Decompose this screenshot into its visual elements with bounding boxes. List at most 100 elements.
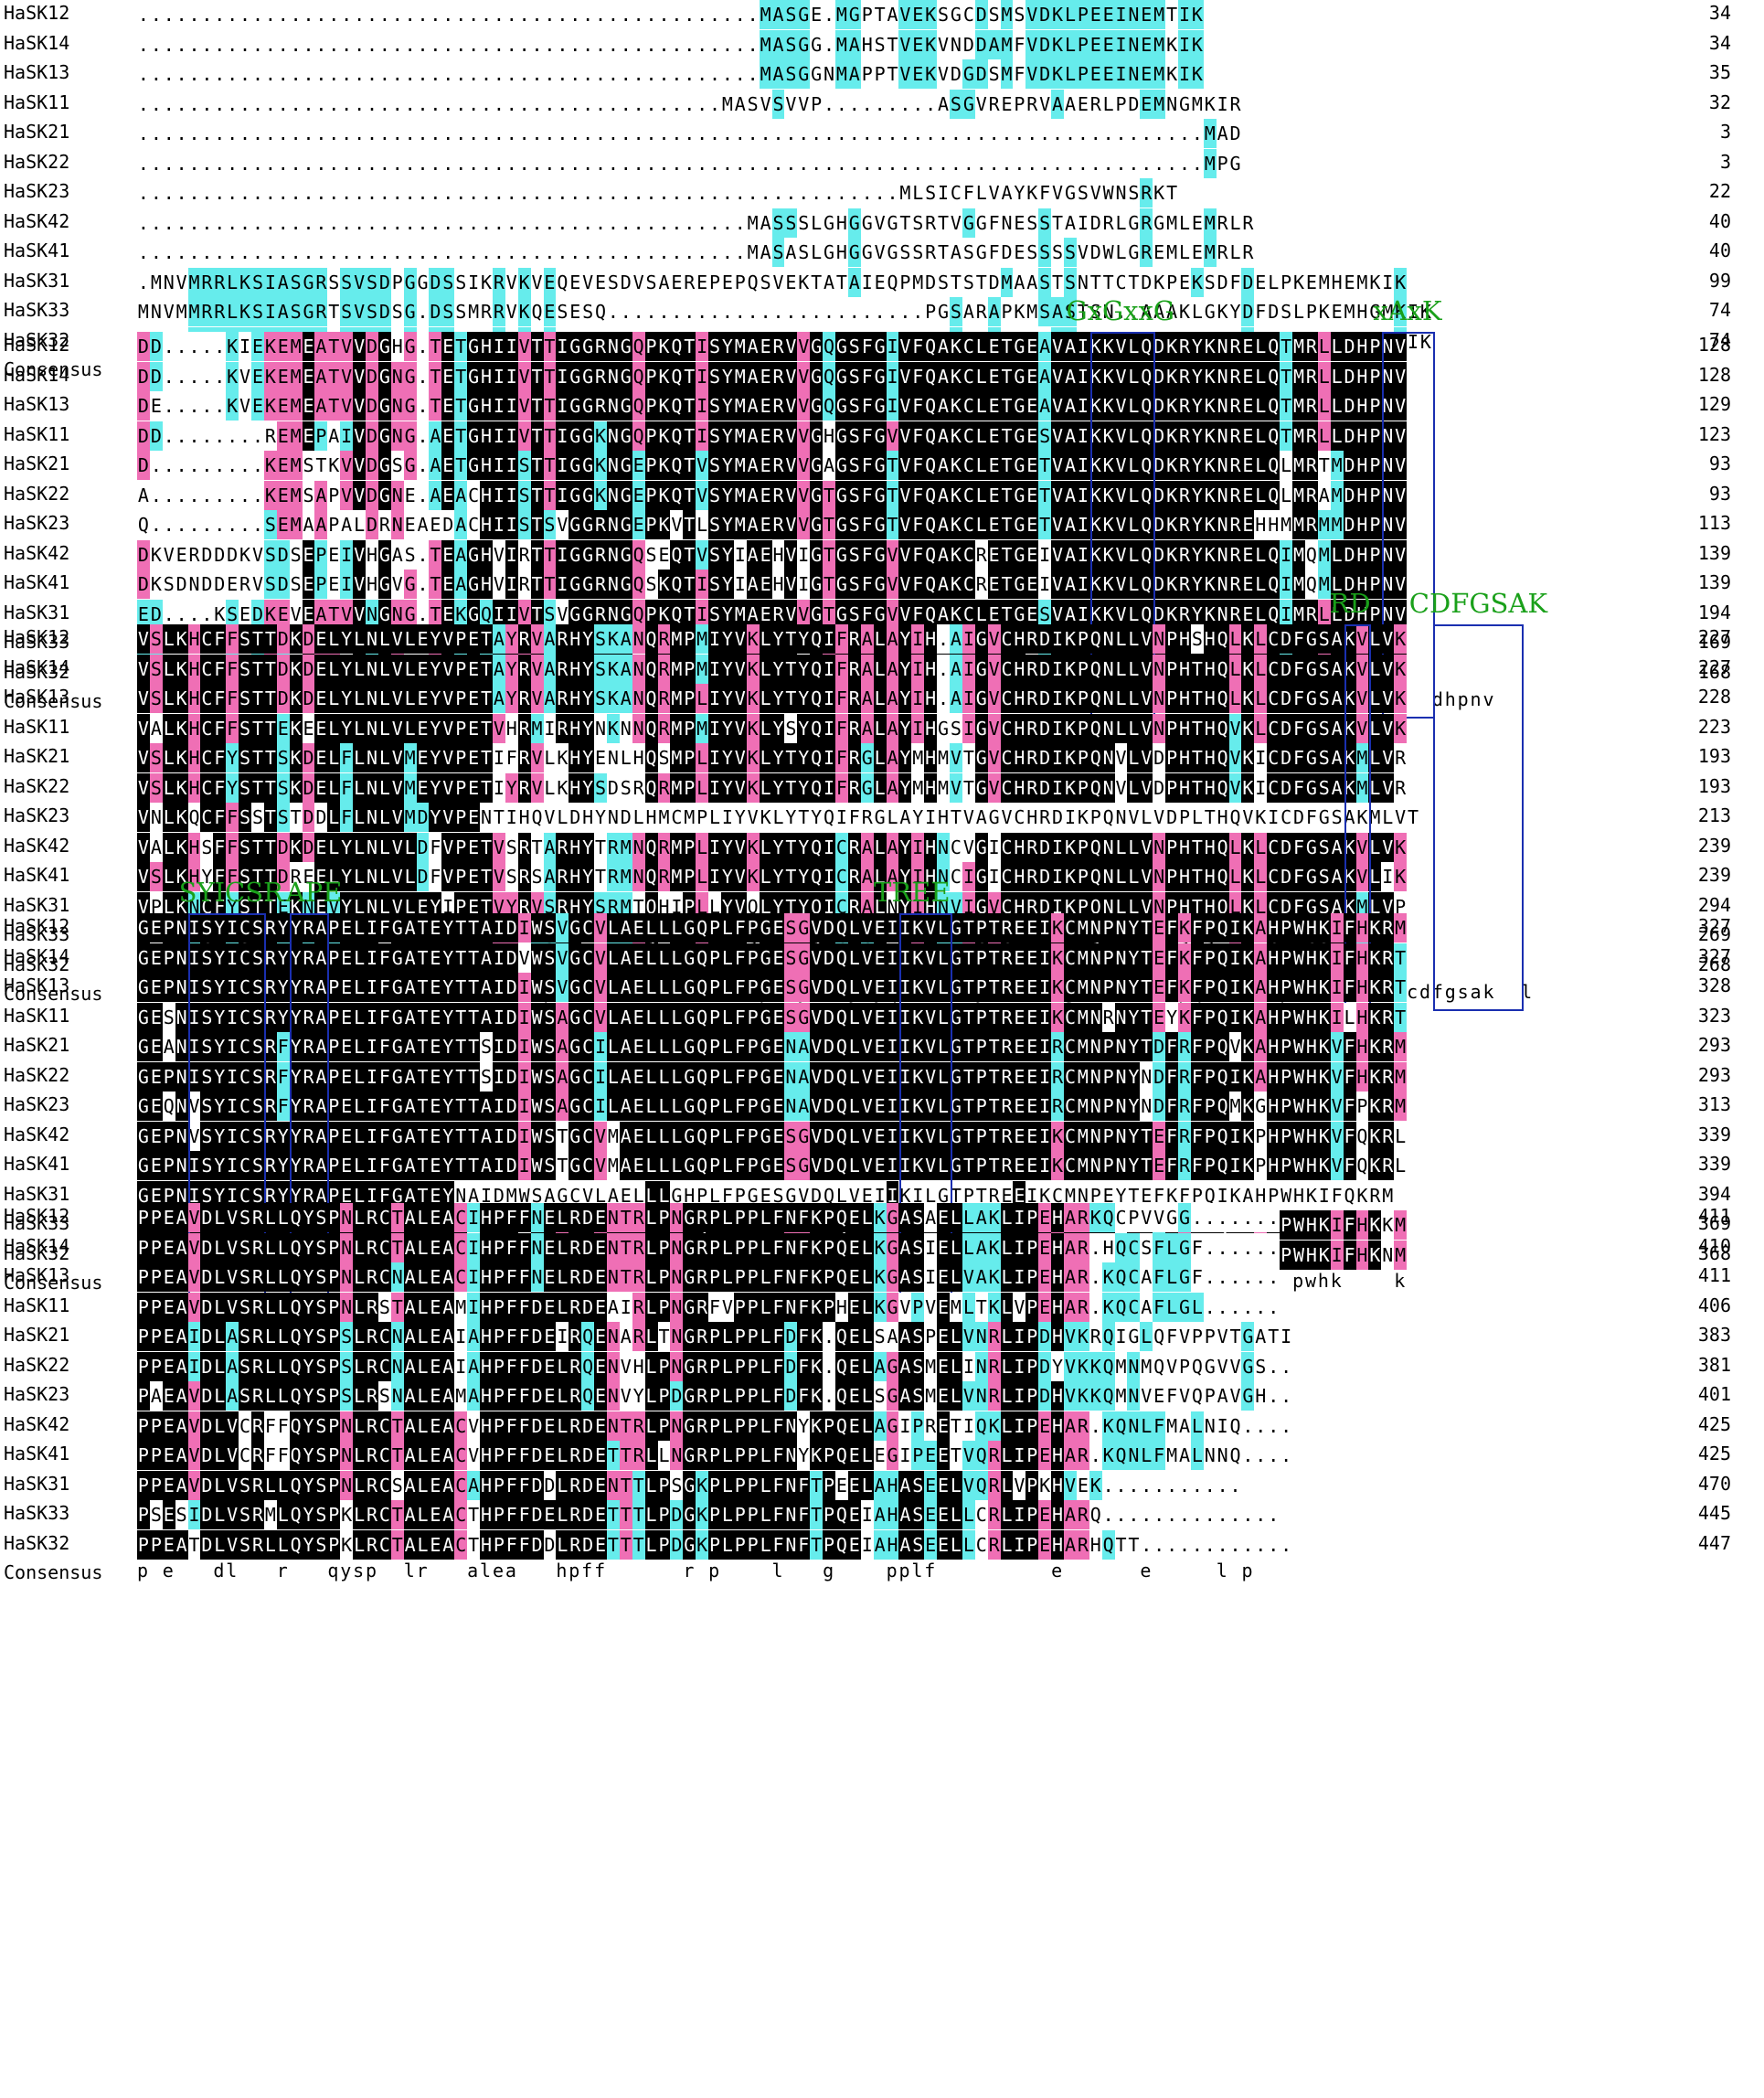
residue-count: 123 bbox=[1697, 422, 1731, 445]
alignment-row: HaSK14 PPEAVDLVSRLLQYSPNLRCTALEACIHPFFNEL… bbox=[4, 1232, 1759, 1262]
consensus-label: Consensus bbox=[4, 1272, 103, 1294]
residue-count: 93 bbox=[1708, 482, 1731, 505]
alignment-row: HaSK22 A.........KEMSAPVVDGNE.AEACHIISTTI… bbox=[4, 480, 1759, 510]
sequence-residues: VSLKHCFFSTTDKDELYLNLVLEYVPETAYRVARHYSKAN… bbox=[137, 684, 1408, 713]
sequence-name: HaSK11 bbox=[4, 1294, 70, 1316]
sequence-name: HaSK32 bbox=[4, 328, 70, 351]
sequence-name: HaSK22 bbox=[4, 774, 70, 797]
sequence-name: HaSK32 bbox=[4, 953, 70, 975]
alignment-row: HaSK12 VSLKHCFFSTTDKDELYLNLVLEYVPETAYRVAR… bbox=[4, 624, 1759, 654]
alignment-row: HaSK12..................................… bbox=[4, 0, 1759, 29]
sequence-residues: DD.....KVEKEMEATVVDGNG.TETGHIIVTTIGGRNGQ… bbox=[137, 361, 1408, 391]
sequence-residues: DE.....KVEKEMEATVVDGNG.TETGHIIVTTIGGRNGQ… bbox=[137, 391, 1408, 421]
sequence-name: HaSK22 bbox=[4, 150, 70, 173]
consensus-label: Consensus bbox=[4, 690, 103, 712]
sequence-name: HaSK41 bbox=[4, 571, 70, 593]
sequence-name: HaSK11 bbox=[4, 422, 70, 445]
alignment-row: HaSK42 GEPNVSYICSRYYRAPELIFGATEYTTAIDIWST… bbox=[4, 1121, 1759, 1151]
alignment-row: HaSK21 GEANISYICSRFYRAPELIFGATEYTTSIDIWSA… bbox=[4, 1032, 1759, 1061]
residue-count: 113 bbox=[1697, 512, 1731, 534]
sequence-name: HaSK21 bbox=[4, 121, 70, 143]
alignment-row: HaSK13 GEPNISYICSRYYRAPELIFGATEYTTAIDIWSV… bbox=[4, 973, 1759, 1002]
sequence-residues: ........................................… bbox=[137, 119, 1242, 148]
residue-count: 128 bbox=[1697, 363, 1731, 386]
alignment-row: HaSK31 .MNVMRRLKSIASGRSSVSDPGGDSSIKRVKVEQ… bbox=[4, 267, 1759, 297]
sequence-residues: DKSDNDDERVSDSEPEIVHGVG.TEAGHVIRTTIGGRNGQ… bbox=[137, 570, 1408, 599]
consensus-row: Consensus bbox=[4, 357, 1759, 386]
sequence-name: HaSK22 bbox=[4, 1353, 70, 1376]
sequence-name: HaSK12 bbox=[4, 915, 70, 937]
alignment-row: HaSK21 VSLKHCFYSTTSKDELFLNLVMEYVPETIFRVLK… bbox=[4, 743, 1759, 772]
residue-count: 339 bbox=[1697, 1123, 1731, 1145]
sequence-name: HaSK23 bbox=[4, 180, 70, 202]
alignment-row: HaSK11 VALKHCFFSTTEKEELYLNLVLEYVPETVHRMIR… bbox=[4, 713, 1759, 743]
residue-count: 32 bbox=[1708, 91, 1731, 113]
alignment-row: HaSK31 GEPNISYICSRYYRAPELIFGATEYNAIDMWSAG… bbox=[4, 1180, 1759, 1210]
residue-count: 328 bbox=[1697, 974, 1731, 996]
residue-count: 470 bbox=[1697, 1472, 1731, 1495]
alignment-row: HaSK33 PSESIDLVSRMLQYSPKLRCTALEACTHPFFDEL… bbox=[4, 1500, 1759, 1529]
sequence-residues: PPEAVDLVCRFFQYSPNLRCTALEACVHPFFDELRDETTR… bbox=[137, 1441, 1293, 1470]
sequence-name: HaSK42 bbox=[4, 1412, 70, 1435]
alignment-row: HaSK21 D.........KEMSTKVVDGSG.AETGHIISTTI… bbox=[4, 451, 1759, 480]
alignment-row: HaSK21..................................… bbox=[4, 119, 1759, 148]
residue-count: 40 bbox=[1708, 240, 1731, 261]
sequence-name: HaSK32 bbox=[4, 1531, 70, 1554]
residue-count: 294 bbox=[1697, 893, 1731, 916]
sequence-residues: GEPNISYICSRYYRAPELIFGATEYTTAIDIWSVGCVLAE… bbox=[137, 913, 1408, 943]
residue-count: 169 bbox=[1697, 631, 1731, 653]
alignment-row: HaSK31 ED....KSEDKEVEATVVNGNG.TEKGQIIVTSV… bbox=[4, 599, 1759, 629]
alignment-row: HaSK23 PAEAVDLASRLLQYSPSLRSNALEAMAHPFFDEL… bbox=[4, 1381, 1759, 1411]
motif-label: CDFGSAK bbox=[1408, 588, 1547, 619]
sequence-name: HaSK11 bbox=[4, 91, 70, 113]
sequence-name: HaSK21 bbox=[4, 1034, 70, 1056]
alignment-row: HaSK22 GEPNISYICSRFYRAPELIFGATEYTTSIDIWSA… bbox=[4, 1061, 1759, 1092]
sequence-name: HaSK22 bbox=[4, 1063, 70, 1086]
sequence-name: HaSK21 bbox=[4, 1324, 70, 1346]
alignment-row: HaSK42 VALKHSFFSTTDKDELYLNLVLDFVPETVSRTAR… bbox=[4, 832, 1759, 862]
sequence-name: HaSK13 bbox=[4, 61, 70, 83]
sequence-residues: ........................................… bbox=[137, 238, 1255, 267]
sequence-name: HaSK12 bbox=[4, 1205, 70, 1227]
sequence-residues: ........................................… bbox=[137, 208, 1255, 238]
alignment-row: HaSK23..................................… bbox=[4, 178, 1759, 208]
sequence-residues: VNLKQCFFSSTSTDDLFLNLVMDYVPENTIHQVLDHYNDL… bbox=[137, 803, 1419, 832]
motif-label: RD bbox=[1329, 588, 1371, 619]
sequence-name: HaSK41 bbox=[4, 864, 70, 886]
sequence-residues: GEPNISYICSRYYRAPELIFGATEYTTAIDIWSVGCVLAE… bbox=[137, 973, 1408, 1002]
sequence-name: HaSK13 bbox=[4, 1264, 70, 1286]
residue-count: 228 bbox=[1697, 686, 1731, 708]
alignment-row: HaSK14 VSLKHCFFSTTDKDELYLNLVLEYVPETAYRVAR… bbox=[4, 654, 1759, 684]
sequence-name: HaSK41 bbox=[4, 1153, 70, 1175]
alignment-row: HaSK14 DD.....KVEKEMEATVVDGNG.TETGHIIVTTI… bbox=[4, 361, 1759, 391]
residue-count: 293 bbox=[1697, 1034, 1731, 1056]
alignment-row: HaSK11 DD........REMEPAIVDGNG.AETGHIIVTTI… bbox=[4, 421, 1759, 451]
consensus-label: Consensus bbox=[4, 983, 103, 1005]
alignment-row: HaSK12 PPEAVDLVSRLLQYSPNLRCTALEACIHPFFNEL… bbox=[4, 1203, 1759, 1232]
alignment-row: HaSK22 VSLKHCFYSTTSKDELFLNLVMEYVPETIYRVLK… bbox=[4, 772, 1759, 803]
sequence-name: HaSK12 bbox=[4, 2, 70, 24]
residue-count: 323 bbox=[1697, 1004, 1731, 1027]
sequence-name: HaSK32 bbox=[4, 1241, 70, 1264]
alignment-row: HaSK42 PPEAVDLVCRFFQYSPNLRCTALEACVHPFFDEL… bbox=[4, 1411, 1759, 1441]
residue-count: 213 bbox=[1697, 804, 1731, 826]
sequence-residues: DD.....KIEKEMEATVVDGHG.TETGHIIVTTIGGRNGQ… bbox=[137, 332, 1408, 361]
sequence-name: HaSK31 bbox=[4, 269, 70, 292]
sequence-name: HaSK23 bbox=[4, 1383, 70, 1405]
motif-label: SYICSR bbox=[178, 877, 283, 908]
residue-count: 411 bbox=[1697, 1264, 1731, 1286]
sequence-name: HaSK31 bbox=[4, 601, 70, 623]
residue-count: 227 bbox=[1697, 655, 1731, 678]
alignment-row: HaSK11 GESNISYICSRYYRAPELIFGATEYTTAIDIWSA… bbox=[4, 1002, 1759, 1032]
sequence-name: HaSK13 bbox=[4, 393, 70, 415]
sequence-name: HaSK31 bbox=[4, 1472, 70, 1495]
residue-count: 99 bbox=[1708, 269, 1731, 292]
residue-count: 447 bbox=[1697, 1531, 1731, 1554]
alignment-row: HaSK14..................................… bbox=[4, 29, 1759, 59]
residue-count: 139 bbox=[1697, 571, 1731, 593]
alignment-row: HaSK12 GEPNISYICSRYYRAPELIFGATEYTTAIDIWSV… bbox=[4, 913, 1759, 943]
alignment-row: HaSK11..................................… bbox=[4, 89, 1759, 119]
sequence-residues: DD........REMEPAIVDGNG.AETGHIIVTTIGGKNGQ… bbox=[137, 421, 1408, 451]
residue-count: 425 bbox=[1697, 1443, 1731, 1464]
sequence-residues: PPEATDLVSRLLQYSPKLRCTALEACTHPFFDDLRDETTT… bbox=[137, 1529, 1293, 1560]
